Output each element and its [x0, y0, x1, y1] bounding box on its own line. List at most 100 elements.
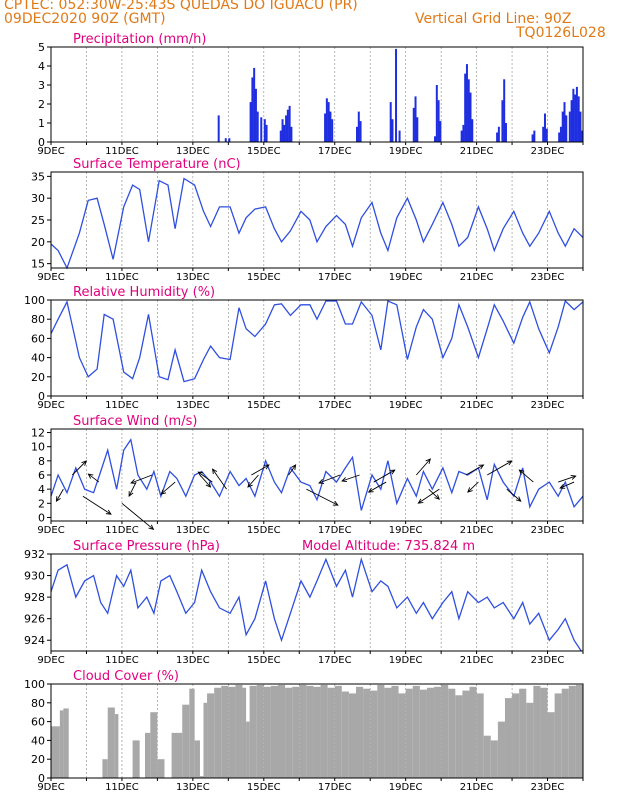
precip-bar — [559, 126, 562, 142]
x-tick-label: 11DEC — [105, 272, 139, 283]
wind-vector — [506, 488, 522, 502]
precip-bar — [331, 119, 334, 142]
model-altitude-label: Model Altitude: 735.824 m — [302, 539, 475, 554]
panel-6 — [47, 683, 584, 781]
cloud-bar — [299, 684, 307, 778]
panel-1 — [47, 46, 584, 145]
y-tick-label: 20 — [31, 236, 45, 249]
y-tick-label: 928 — [24, 591, 45, 604]
precip-bar — [469, 92, 472, 142]
precip-bar — [285, 115, 288, 142]
wind-arrowhead — [518, 469, 525, 475]
cloud-bar — [51, 726, 60, 778]
x-tick-label: 23DEC — [531, 525, 565, 536]
wind-arrowhead — [197, 471, 204, 477]
precip-bar — [462, 124, 465, 142]
y-tick-label: 80 — [31, 313, 45, 326]
precip-bar — [416, 117, 419, 142]
panel-title: Surface Pressure (hPa) — [73, 539, 220, 554]
precip-bar — [579, 111, 582, 142]
series-line — [50, 177, 584, 270]
wind-vector — [368, 481, 387, 493]
wind-vector — [428, 488, 440, 500]
cloud-bar — [426, 687, 435, 778]
wind-vector — [519, 469, 534, 483]
precip-bar — [329, 111, 332, 142]
panel-4 — [47, 428, 584, 524]
precip-bar — [324, 113, 327, 142]
x-tick-label: 9DEC — [37, 400, 64, 411]
precip-bar — [254, 88, 257, 142]
wind-vector — [465, 464, 484, 476]
cloud-bar — [144, 732, 151, 778]
wind-arrowhead — [148, 524, 155, 530]
y-tick-label: 924 — [24, 634, 45, 647]
panel-title: Precipitation (mm/h) — [73, 32, 206, 47]
x-tick-label: 23DEC — [531, 400, 565, 411]
cloud-bar — [107, 707, 115, 778]
panel-5 — [47, 553, 584, 654]
x-tick-label: 13DEC — [176, 272, 210, 283]
x-tick-label: 11DEC — [105, 655, 139, 666]
cloud-bar — [519, 688, 527, 778]
cloud-bar — [327, 687, 335, 778]
wind-arrowhead — [87, 473, 94, 479]
precip-bar — [217, 115, 220, 142]
cloud-bar — [313, 686, 321, 778]
cloud-bar — [157, 759, 165, 778]
cloud-bar — [504, 698, 513, 778]
panel-3 — [47, 299, 584, 399]
cloud-bar — [249, 685, 257, 778]
y-tick-label: 100 — [24, 678, 45, 691]
y-tick-label: 2 — [38, 497, 45, 510]
x-tick-label: 11DEC — [105, 782, 139, 793]
precip-bar — [251, 77, 254, 142]
cloud-bar — [434, 686, 442, 778]
wind-arrowhead — [425, 458, 431, 464]
precip-bar — [574, 94, 577, 142]
precip-bar — [545, 128, 548, 142]
cloud-bar — [207, 693, 215, 778]
wind-arrowhead — [515, 496, 522, 502]
x-tick-label: 23DEC — [531, 146, 565, 157]
precip-bar — [224, 138, 227, 142]
wind-vector — [558, 475, 576, 483]
x-tick-label: 15DEC — [247, 525, 281, 536]
precip-bar — [265, 124, 268, 142]
cloud-bar — [441, 684, 449, 778]
wind-arrowhead — [81, 460, 88, 466]
y-tick-label: 60 — [31, 332, 45, 345]
precip-bar — [460, 130, 463, 142]
y-tick-label: 20 — [31, 371, 45, 384]
wind-arrowhead — [341, 477, 348, 483]
wind-vector — [198, 471, 213, 483]
cloud-bar — [547, 712, 555, 778]
cloud-bar — [334, 685, 342, 778]
cloud-bar — [277, 684, 286, 778]
cloud-bar — [150, 712, 158, 778]
y-tick-label: 5 — [38, 41, 45, 54]
x-tick-label: 19DEC — [389, 272, 423, 283]
cloud-bar — [203, 702, 208, 778]
precip-bar — [281, 119, 284, 142]
wind-arrowhead — [105, 509, 112, 515]
cloud-bar — [214, 687, 222, 778]
cloud-bar — [348, 693, 357, 778]
precip-bar — [575, 86, 578, 142]
cloud-bar — [292, 686, 300, 778]
cloud-bar — [419, 689, 427, 778]
wind-arrowhead — [318, 479, 325, 484]
x-tick-label: 17DEC — [318, 272, 352, 283]
cloud-bar — [540, 687, 548, 778]
y-tick-label: 20 — [31, 753, 45, 766]
x-tick-label: 15DEC — [247, 782, 281, 793]
wind-vector — [160, 481, 176, 495]
plot-frame — [50, 299, 584, 397]
x-tick-label: 21DEC — [460, 655, 494, 666]
wind-vector — [341, 474, 360, 482]
cloud-bar — [370, 690, 378, 778]
y-tick-label: 35 — [31, 170, 45, 183]
precip-bar — [260, 117, 263, 142]
precip-bar — [391, 119, 394, 142]
y-tick-label: 930 — [24, 570, 45, 583]
